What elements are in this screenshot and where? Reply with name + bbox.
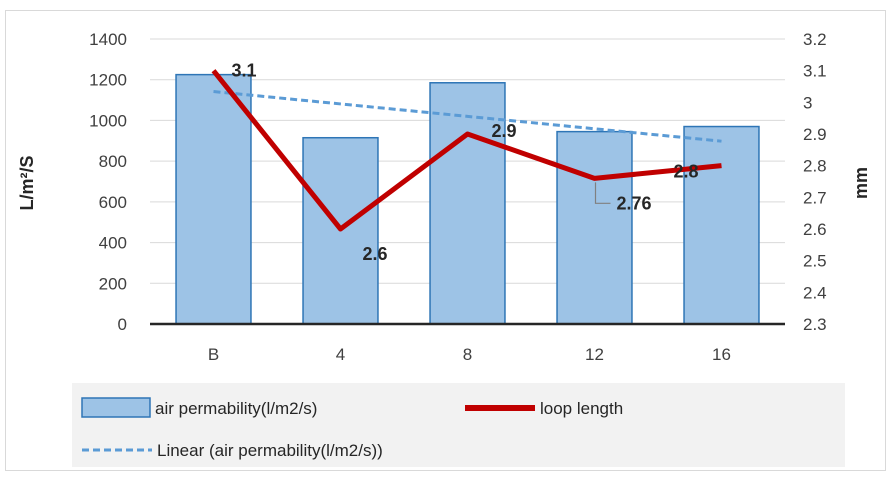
line-layer — [211, 69, 722, 232]
y-left-tick-label: 200 — [99, 274, 127, 293]
bar — [175, 73, 252, 325]
data-label: 2.76 — [617, 193, 652, 213]
y-right-tick-label: 3 — [803, 93, 812, 112]
right-axis-ticks: 2.3 2.4 2.5 2.6 2.7 2.8 2.9 3 3.1 3.2 — [803, 30, 827, 334]
legend-label-bar: air permability(l/m2/s) — [155, 399, 317, 418]
data-label: 3.1 — [232, 61, 257, 81]
y-left-tick-label: 400 — [99, 234, 127, 253]
y-axis-right-title: mm — [851, 167, 871, 199]
y-right-tick-label: 2.5 — [803, 252, 827, 271]
y-left-tick-label: 1000 — [89, 111, 127, 130]
legend-box — [72, 383, 845, 467]
y-left-tick-label: 1400 — [89, 30, 127, 49]
data-label: 2.9 — [492, 121, 517, 141]
y-right-tick-label: 3.1 — [803, 62, 827, 81]
x-tick-label: 4 — [336, 345, 345, 364]
y-right-tick-label: 2.8 — [803, 157, 827, 176]
bar — [429, 82, 506, 325]
trendline-layer — [213, 90, 722, 143]
data-label: 2.6 — [363, 244, 388, 264]
data-label-leader — [594, 182, 611, 204]
y-right-tick-label: 2.9 — [803, 125, 827, 144]
y-left-tick-label: 600 — [99, 193, 127, 212]
x-tick-label: B — [208, 345, 219, 364]
y-left-tick-label: 0 — [118, 315, 127, 334]
y-left-tick-label: 800 — [99, 152, 127, 171]
legend-swatch-bar — [81, 397, 151, 418]
y-right-tick-label: 2.4 — [803, 283, 827, 302]
y-right-tick-label: 2.3 — [803, 315, 827, 334]
y-left-tick-label: 1200 — [89, 71, 127, 90]
data-label: 2.8 — [674, 162, 699, 182]
bar — [683, 125, 760, 325]
x-tick-label: 16 — [712, 345, 731, 364]
x-axis-ticks: B 4 8 12 16 — [208, 345, 731, 364]
x-tick-label: 8 — [463, 345, 472, 364]
y-right-tick-label: 3.2 — [803, 30, 827, 49]
legend-label-line: loop length — [540, 399, 623, 418]
x-tick-label: 12 — [585, 345, 604, 364]
trendline — [213, 90, 722, 143]
legend-label-trendline: Linear (air permability(l/m2/s)) — [157, 441, 383, 460]
y-right-tick-label: 2.7 — [803, 188, 827, 207]
y-right-tick-label: 2.6 — [803, 220, 827, 239]
bar — [556, 130, 633, 325]
left-axis-ticks: 0 200 400 600 800 1000 1200 1400 — [89, 30, 127, 334]
y-axis-left-title: L/m²/S — [17, 155, 37, 210]
data-labels: 3.1 2.6 2.9 2.76 2.8 — [232, 61, 699, 264]
